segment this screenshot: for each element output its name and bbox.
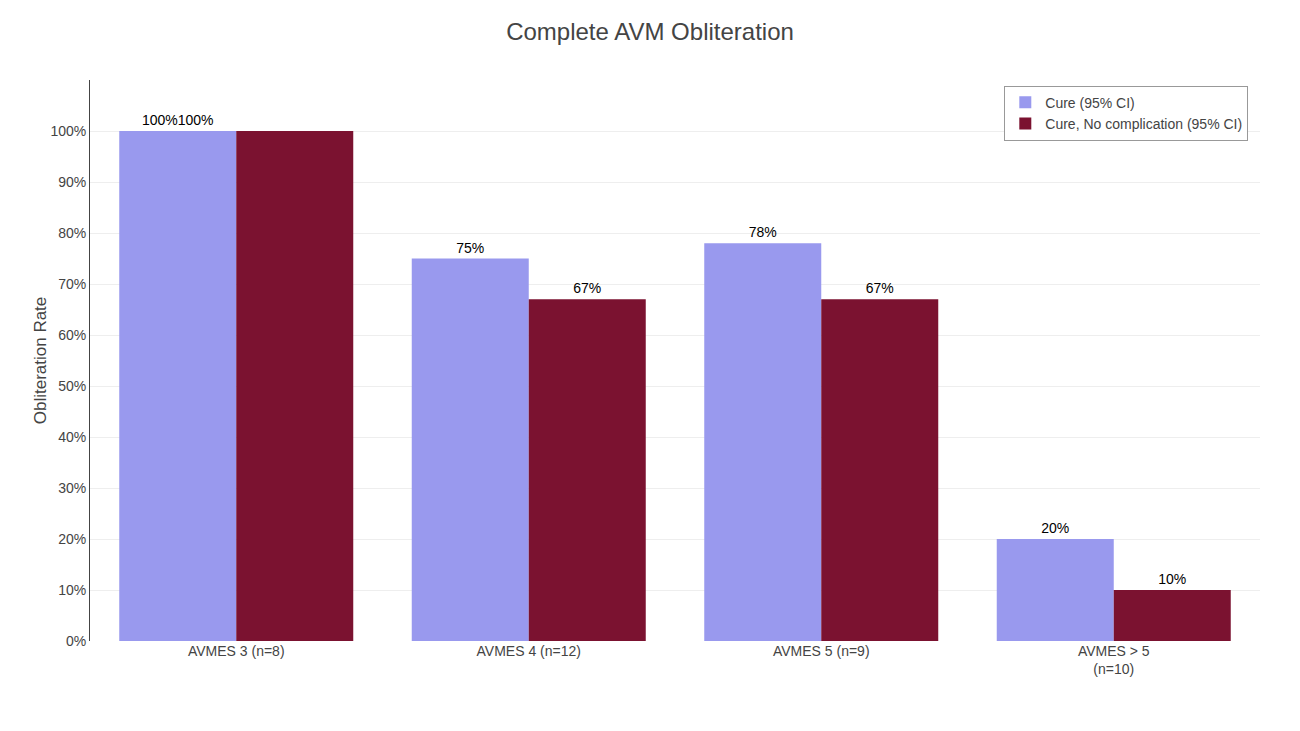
svg-text:80%: 80% [58,225,86,241]
svg-text:67%: 67% [866,280,894,296]
svg-text:20%: 20% [1041,520,1069,536]
svg-text:30%: 30% [58,480,86,496]
svg-text:60%: 60% [58,327,86,343]
svg-text:0%: 0% [66,633,86,649]
svg-text:AVMES 5 (n=9): AVMES 5 (n=9) [773,643,870,659]
svg-text:67%: 67% [573,280,601,296]
svg-text:70%: 70% [58,276,86,292]
svg-text:Complete AVM Obliteration: Complete AVM Obliteration [506,18,794,45]
svg-text:Cure (95% CI): Cure (95% CI) [1045,95,1134,111]
svg-text:AVMES > 5(n=10): AVMES > 5(n=10) [1078,643,1150,677]
svg-text:50%: 50% [58,378,86,394]
svg-text:75%: 75% [456,240,484,256]
svg-text:100%100%: 100%100% [142,112,214,128]
svg-text:78%: 78% [749,224,777,240]
svg-text:20%: 20% [58,531,86,547]
svg-text:Obliteration Rate: Obliteration Rate [31,297,50,425]
svg-text:AVMES 4 (n=12): AVMES 4 (n=12) [477,643,581,659]
svg-text:90%: 90% [58,174,86,190]
svg-text:100%: 100% [50,123,86,139]
svg-text:40%: 40% [58,429,86,445]
svg-text:10%: 10% [58,582,86,598]
svg-text:AVMES 3 (n=8): AVMES 3 (n=8) [188,643,285,659]
svg-text:Cure, No complication (95% CI): Cure, No complication (95% CI) [1045,116,1242,132]
svg-text:10%: 10% [1158,571,1186,587]
